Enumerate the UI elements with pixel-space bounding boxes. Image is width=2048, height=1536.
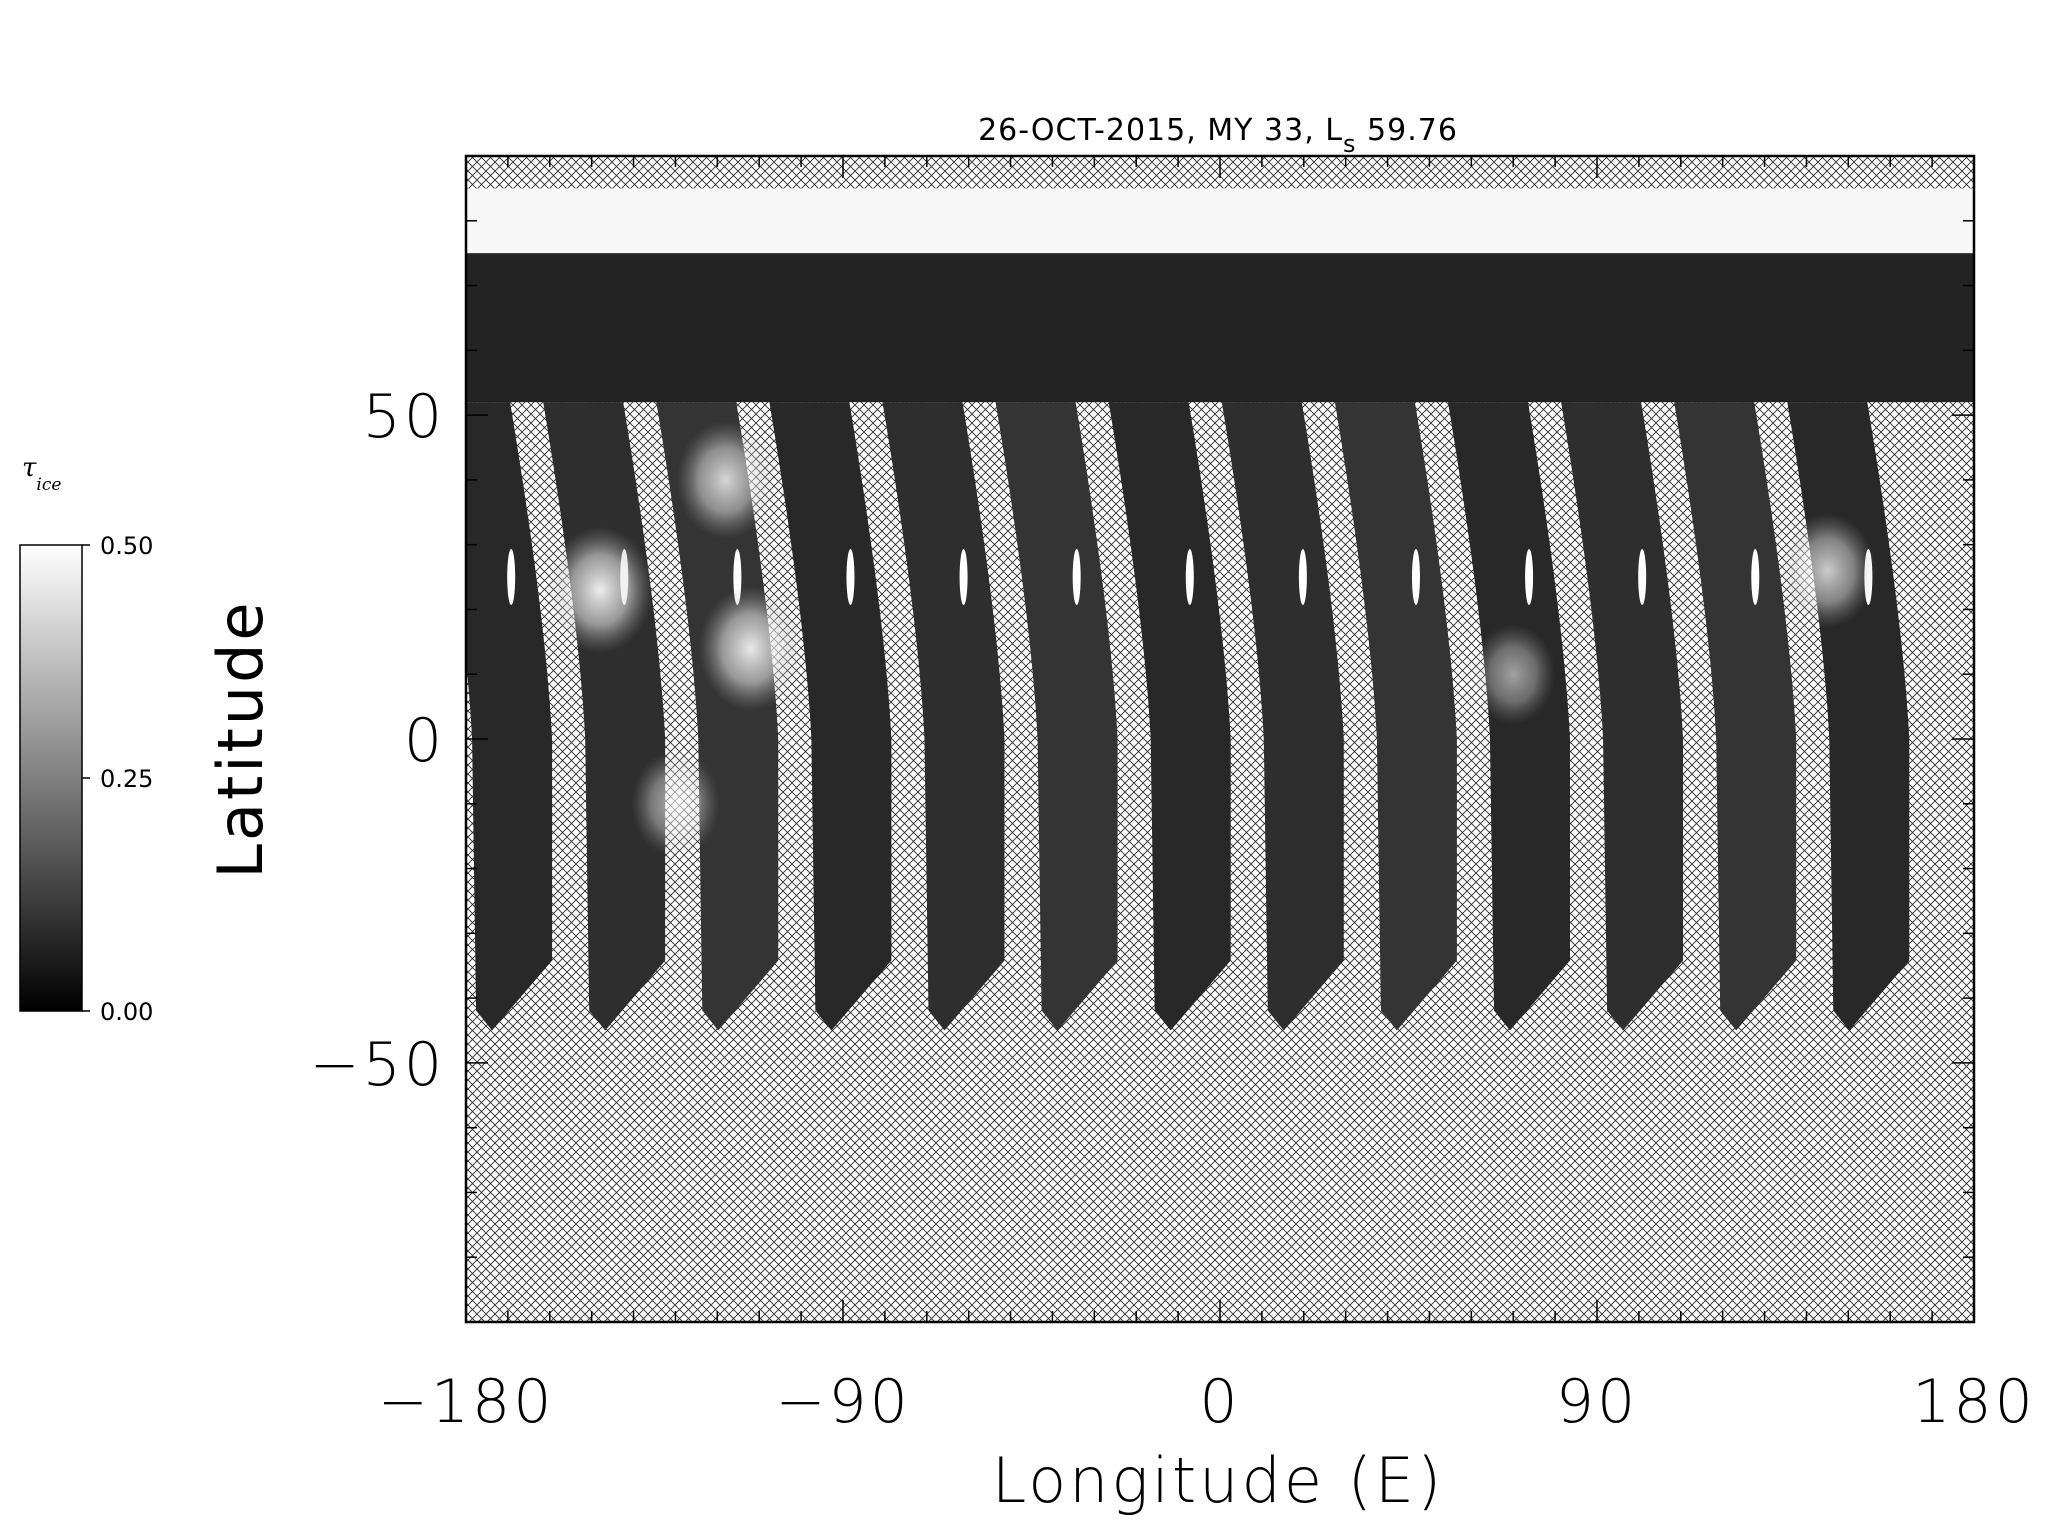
swath-gap xyxy=(1525,549,1534,606)
swath-gap xyxy=(1185,549,1194,606)
swath-7 xyxy=(1108,402,1231,1031)
cloud-feature-4 xyxy=(631,750,720,858)
chart-title-subscript: s xyxy=(1343,130,1357,158)
y-axis-label: Latitude xyxy=(204,599,277,878)
cloud-feature-1 xyxy=(547,526,653,654)
swath-8 xyxy=(1221,402,1344,1031)
swath-gap xyxy=(1638,549,1647,606)
swath-11 xyxy=(1561,402,1684,1031)
swath-3 xyxy=(656,402,779,1031)
chart-title-value: 59.76 xyxy=(1357,113,1458,148)
colorbar-label-subscript: ice xyxy=(36,475,61,495)
swath-5 xyxy=(882,402,1005,1031)
colorbar-tick-label: 0.25 xyxy=(100,765,153,793)
x-tick-label: 0 xyxy=(1199,1367,1240,1437)
y-tick-label: 50 xyxy=(363,382,445,452)
swath-4 xyxy=(769,402,892,1031)
swath-6 xyxy=(995,402,1118,1031)
x-axis: −180 −90 0 90 180 xyxy=(378,156,2036,1437)
swath-gap xyxy=(1411,549,1420,606)
cloud-layer xyxy=(547,420,1876,858)
swath-gap xyxy=(1751,549,1760,606)
swath-1 xyxy=(466,402,553,1031)
colorbar-tick-label: 0.00 xyxy=(100,998,153,1026)
y-axis: −50 0 50 xyxy=(309,155,1974,1323)
cloud-feature-6 xyxy=(1471,623,1556,725)
colorbar: τice 0.50 0.25 0.00 xyxy=(19,453,153,1026)
colorbar-label-symbol: τ xyxy=(22,453,37,483)
swath-gap xyxy=(507,549,516,606)
swath-gap xyxy=(846,549,855,606)
chart-title: 26-OCT-2015, MY 33, Ls 59.76 xyxy=(978,113,1458,158)
polar-cap xyxy=(466,188,1974,254)
x-tick-label: 90 xyxy=(1556,1367,1638,1437)
chart-title-main: 26-OCT-2015, MY 33, L xyxy=(978,113,1343,148)
y-tick-label: −50 xyxy=(309,1030,445,1100)
x-axis-label: Longitude (E) xyxy=(992,1444,1444,1517)
swath-12 xyxy=(1674,402,1797,1031)
plot-area xyxy=(466,156,1974,1322)
swath-gap xyxy=(1072,549,1081,606)
swath-gap xyxy=(1298,549,1307,606)
cloud-feature-5 xyxy=(1779,512,1876,629)
colorbar-ticks: 0.50 0.25 0.00 xyxy=(82,532,153,1026)
north-dark-band xyxy=(466,246,1974,403)
cloud-feature-2 xyxy=(676,420,775,539)
colorbar-label: τice xyxy=(22,453,61,495)
y-tick-label: 0 xyxy=(404,706,445,776)
x-tick-label: −180 xyxy=(378,1367,555,1437)
colorbar-tick-label: 0.50 xyxy=(100,532,153,560)
colorbar-gradient xyxy=(19,544,83,1012)
swath-gap xyxy=(959,549,968,606)
swath-9 xyxy=(1334,402,1457,1031)
cloud-feature-3 xyxy=(698,585,804,711)
x-tick-label: −90 xyxy=(775,1367,911,1437)
x-tick-label: 180 xyxy=(1912,1367,2036,1437)
